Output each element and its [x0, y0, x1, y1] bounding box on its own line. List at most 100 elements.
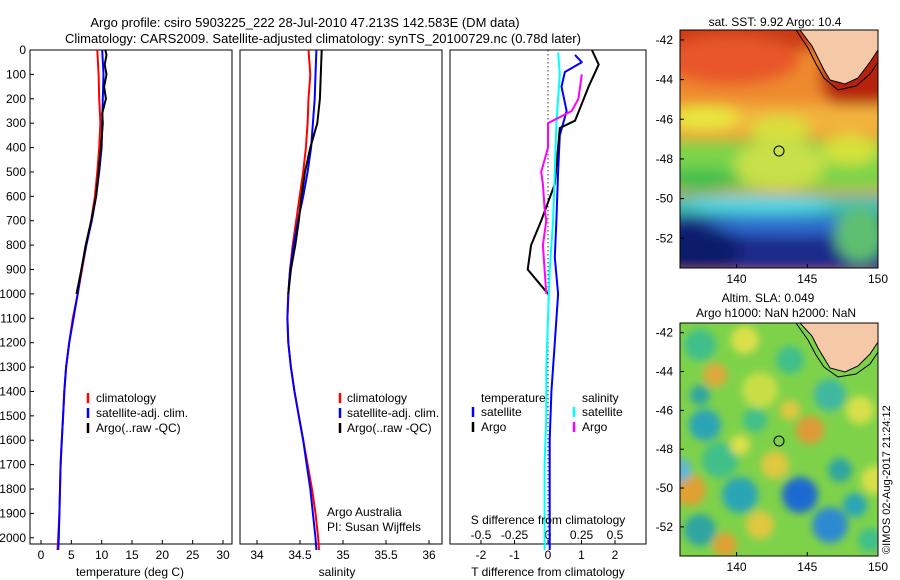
profile-line	[543, 52, 561, 550]
legend-label-temp-satellite: satellite	[481, 405, 522, 419]
argo-position-marker	[773, 145, 785, 157]
legend-title-temperature: temperature	[481, 391, 546, 405]
difference-tick-label: -1	[509, 548, 520, 562]
sla-blob	[814, 379, 846, 411]
sla-blob	[684, 329, 716, 361]
difference-tick-label: 0	[545, 548, 552, 562]
figure-title-line2: Climatology: CARS2009. Satellite-adjuste…	[65, 31, 581, 46]
sla-blob	[761, 451, 789, 479]
temperature-tick-label: 10	[95, 548, 109, 562]
salinity-panel: 34 34.5 35 35.5 36 climatology satellite-adj…	[239, 49, 443, 579]
temperature-legend: climatology satellite-adj. clim. Argo(..…	[86, 391, 188, 435]
sla-blob	[796, 416, 824, 444]
sla-blob	[731, 326, 759, 354]
sst-lat-ticks: -42 -44 -46 -48 -50 -52	[656, 33, 684, 245]
legend-label-satellite: satellite-adj. clim.	[96, 406, 188, 420]
sst-field	[680, 30, 878, 268]
depth-tick-label: 1100	[0, 311, 26, 325]
difference-tick-label: 2	[612, 548, 619, 562]
legend-label-climatology: climatology	[347, 391, 407, 405]
s-difference-tick-label: -0.25	[501, 528, 529, 542]
sla-blob	[743, 408, 767, 432]
sst-map-panel: sat. SST: 9.92 Argo: 10.4	[656, 15, 889, 286]
salinity-tick-label: 34.5	[288, 548, 312, 562]
legend-label-argo: Argo(..raw -QC)	[96, 421, 181, 435]
sst-map-title: sat. SST: 9.92 Argo: 10.4	[709, 15, 842, 29]
depth-tick-label: 1800	[0, 482, 26, 496]
depth-tick-label: 1700	[0, 458, 26, 472]
lon-tick-label: 150	[868, 272, 888, 286]
sla-map-panel: Altim. SLA: 0.049 Argo h1000: NaN h2000:…	[656, 291, 889, 574]
profile-line	[75, 49, 108, 295]
depth-tick-label: 400	[6, 141, 26, 155]
figure-title-line1: Argo profile: csiro 5903225_222 28-Jul-2…	[90, 15, 519, 30]
sla-map-frame	[679, 322, 879, 557]
difference-x-ticks: -2 -1 0 1 2 -0.5 -0.25 0 0.25 0.5	[471, 528, 624, 562]
depth-tick-label: 1000	[0, 287, 26, 301]
sla-blob	[828, 458, 852, 482]
lat-tick-label: -46	[656, 403, 674, 417]
sst-lon-ticks: 140 145 150	[727, 264, 888, 286]
salinity-tick-label: 35.5	[374, 548, 398, 562]
sla-lat-ticks: -42 -44 -46 -48 -50 -52	[656, 326, 684, 534]
depth-tick-label: 500	[6, 165, 26, 179]
sla-blob	[780, 400, 800, 420]
sla-blob	[782, 477, 818, 513]
temperature-panel: 0100200300400500600700800900100011001200…	[0, 43, 454, 579]
salinity-x-ticks: 34 34.5 35 35.5 36	[250, 540, 436, 562]
temperature-tick-label: 15	[125, 548, 139, 562]
depth-tick-label: 2000	[0, 531, 26, 545]
lat-tick-label: -48	[656, 152, 674, 166]
depth-tick-label: 1200	[0, 336, 26, 350]
sst-coast-contour	[795, 30, 878, 91]
depth-tick-label: 800	[6, 238, 26, 252]
salinity-tick-label: 35	[336, 548, 350, 562]
legend-label-sal-satellite: satellite	[582, 405, 623, 419]
temperature-tick-label: 20	[156, 548, 170, 562]
profile-line	[286, 49, 318, 551]
difference-tick-label: 1	[578, 548, 585, 562]
sla-blob	[680, 474, 706, 506]
salinity-tick-label: 36	[422, 548, 436, 562]
lat-tick-label: -44	[656, 365, 674, 379]
credit-line2: PI: Susan Wijffels	[327, 520, 421, 534]
depth-tick-label: 0	[19, 43, 26, 57]
sla-blob	[702, 442, 738, 478]
temperature-tick-label: 25	[186, 548, 200, 562]
s-difference-axis-label: S difference from climatology	[471, 513, 626, 527]
sla-blob	[690, 385, 710, 405]
difference-legend: temperature salinity satellite Argo sate…	[471, 391, 623, 434]
sla-blob	[684, 514, 716, 546]
t-difference-axis-label: T difference from climatology	[471, 565, 625, 579]
depth-tick-label: 100	[6, 67, 26, 81]
profile-line	[540, 74, 583, 294]
s-difference-tick-label: 0.5	[607, 528, 624, 542]
s-difference-tick-label: -0.5	[471, 528, 492, 542]
sla-blob	[730, 435, 750, 455]
profile-line	[526, 49, 600, 295]
legend-label-argo: Argo(..raw -QC)	[347, 421, 432, 435]
salinity-plot-frame	[239, 49, 443, 545]
argo-position-marker	[773, 435, 785, 447]
sla-coast-contour	[795, 323, 878, 378]
legend-label-sal-argo: Argo	[582, 420, 608, 434]
legend-label-satellite: satellite-adj. clim.	[347, 406, 439, 420]
lon-tick-label: 145	[797, 272, 817, 286]
legend-label-climatology: climatology	[96, 391, 156, 405]
temperature-tick-label: 0	[38, 548, 45, 562]
lat-tick-label: -44	[656, 73, 674, 87]
tasmania-land	[799, 323, 878, 373]
depth-tick-label: 1400	[0, 384, 26, 398]
salinity-tick-label: 34	[250, 548, 264, 562]
sla-blob	[861, 466, 878, 494]
depth-tick-label: 1500	[0, 409, 26, 423]
sla-map-title-line1: Altim. SLA: 0.049	[722, 291, 815, 305]
sla-blob	[742, 372, 778, 408]
sla-blob	[746, 511, 774, 539]
depth-tick-label: 1600	[0, 433, 26, 447]
sla-blob	[703, 363, 727, 387]
salinity-legend: climatology satellite-adj. clim. Argo(..…	[338, 391, 439, 435]
legend-title-salinity: salinity	[582, 391, 619, 405]
s-difference-tick-label: 0	[545, 528, 552, 542]
lat-tick-label: -46	[656, 112, 674, 126]
